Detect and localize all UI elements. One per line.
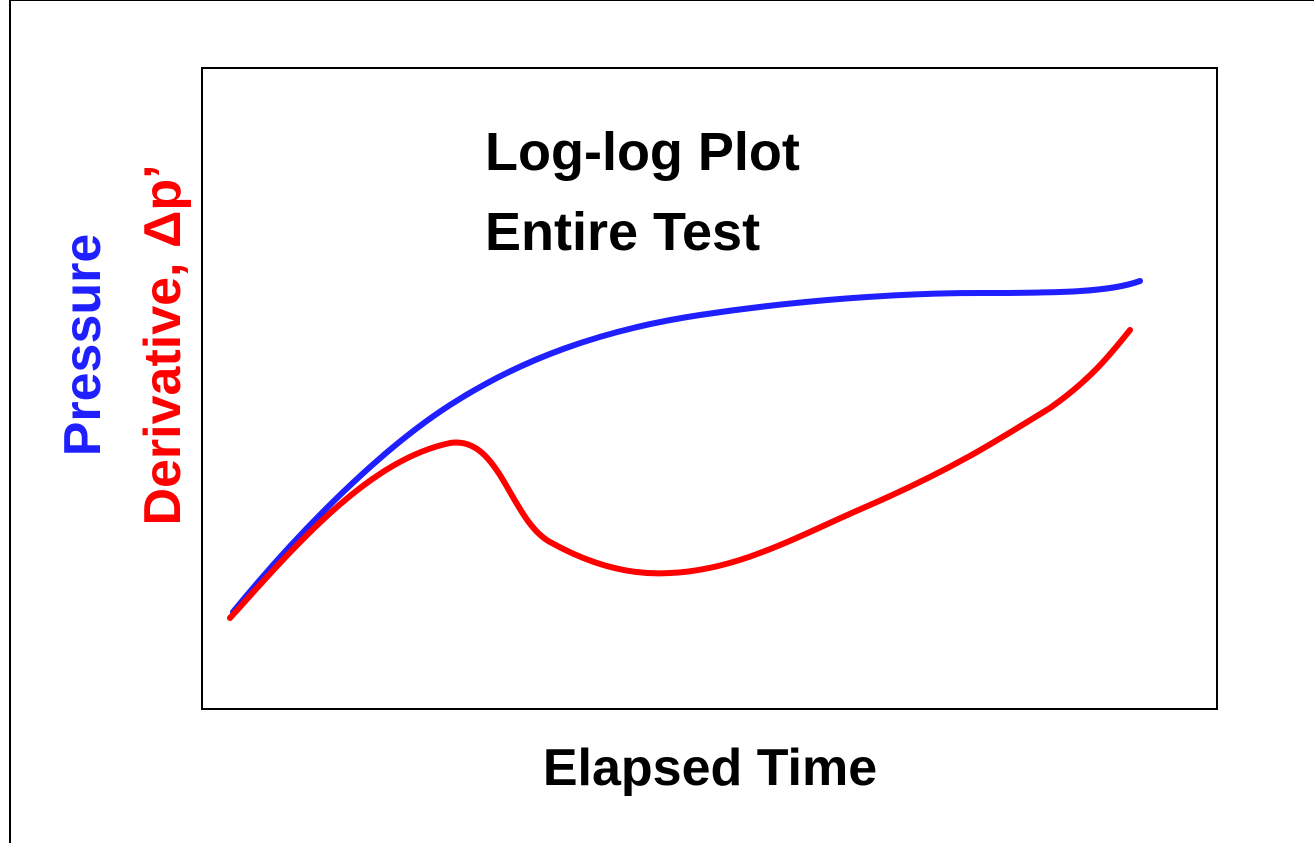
pressure-curve: [230, 278, 1143, 615]
x-axis-label: Elapsed Time: [543, 739, 877, 797]
title-line: Log-log Plot: [485, 122, 800, 182]
y-axis-label-pressure: Pressure: [54, 234, 112, 457]
plot-frame: [201, 67, 1218, 710]
title-line: Entire Test: [485, 202, 760, 262]
y-axis-label-derivative: Derivative, Δp’: [134, 164, 192, 525]
outer-frame: [9, 0, 1314, 843]
derivative-curve: [227, 327, 1133, 621]
